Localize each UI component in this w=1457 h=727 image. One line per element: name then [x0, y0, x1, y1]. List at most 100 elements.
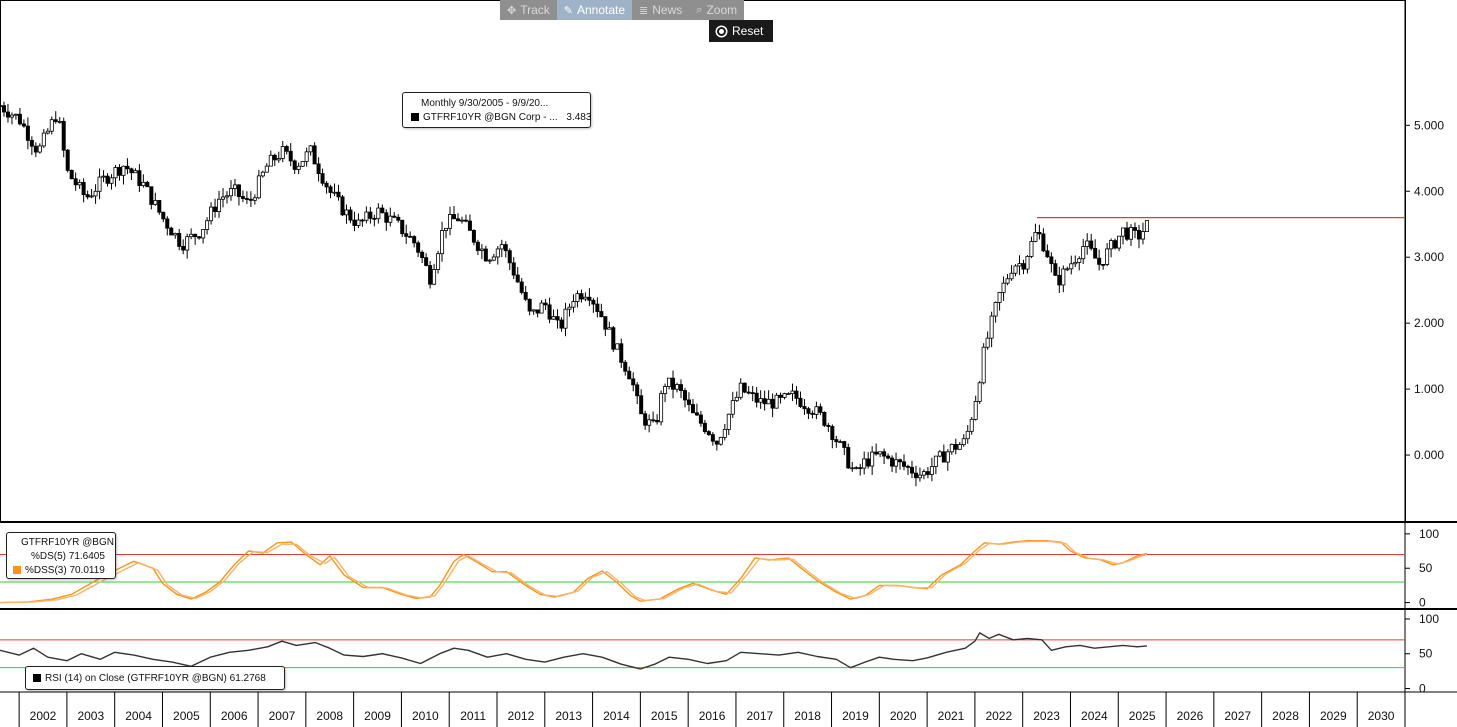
candle — [647, 414, 652, 433]
x-tick-label: 2030 — [1368, 709, 1395, 723]
candle-body — [846, 447, 851, 469]
price-legend-value: 3.483 — [566, 112, 592, 123]
candle-body — [746, 391, 751, 394]
candle-body — [878, 451, 883, 455]
candle — [710, 432, 715, 446]
x-tick-label: 2025 — [1129, 709, 1156, 723]
candle-body — [583, 296, 588, 300]
candle-body — [511, 262, 516, 276]
candle-body — [89, 195, 94, 198]
candle-body — [854, 467, 859, 470]
stoch-legend-dss: %DSS(3) 70.0119 — [25, 565, 105, 576]
candle-body — [1136, 229, 1141, 240]
candle — [702, 419, 707, 434]
y-tick-label: 50 — [1419, 647, 1433, 661]
candle — [17, 108, 22, 126]
candle-body — [400, 219, 405, 235]
candle — [201, 229, 206, 244]
candle-body — [870, 451, 875, 467]
candle — [37, 143, 42, 154]
candle — [587, 288, 592, 307]
candle — [13, 113, 18, 120]
candle-body — [77, 182, 82, 186]
candle-body — [153, 200, 158, 205]
candle — [1053, 259, 1058, 276]
x-tick-label: 2019 — [842, 709, 869, 723]
candle — [591, 298, 596, 313]
price-legend[interactable]: Monthly 9/30/2005 - 9/9/20... GTFRF10YR … — [402, 92, 591, 128]
zoom-button[interactable]: ⌕ Zoom — [689, 0, 744, 20]
candle — [882, 448, 887, 465]
candle-body — [228, 188, 233, 197]
y-tick-label: 5.000 — [1414, 118, 1444, 132]
candle — [981, 343, 986, 385]
candle — [917, 467, 922, 482]
candle — [1113, 238, 1118, 250]
candle-body — [483, 248, 488, 262]
candle-body — [702, 422, 707, 432]
candle — [97, 168, 102, 200]
candle — [29, 136, 34, 156]
candle-body — [205, 220, 210, 230]
y-tick-label: 100 — [1419, 527, 1439, 541]
candle — [774, 392, 779, 409]
reset-label: Reset — [732, 24, 764, 38]
candle — [161, 211, 166, 223]
candle-body — [981, 346, 986, 384]
rsi-legend[interactable]: RSI (14) on Close (GTFRF10YR @BGN) 61.27… — [25, 666, 285, 690]
stochastic-legend[interactable]: GTFRF10YR @BGN %DS(5) 71.6405 %DSS(3) 70… — [6, 532, 116, 579]
candle — [1061, 265, 1066, 293]
candle-body — [364, 211, 369, 221]
reset-button[interactable]: Reset — [709, 20, 773, 42]
candle — [372, 214, 377, 227]
candle — [1077, 256, 1082, 271]
candle — [308, 144, 313, 156]
candle-body — [949, 443, 954, 453]
candle — [336, 184, 341, 201]
x-tick-label: 2013 — [555, 709, 582, 723]
candle — [786, 392, 791, 395]
candle-body — [499, 244, 504, 250]
candle-body — [288, 150, 293, 162]
candle-body — [356, 219, 361, 226]
candle — [870, 446, 875, 475]
news-label: News — [652, 3, 683, 17]
candle — [1136, 224, 1141, 249]
news-button[interactable]: ≣ News — [632, 0, 689, 20]
candle — [157, 199, 162, 215]
candle — [905, 464, 910, 476]
candle — [181, 239, 186, 255]
candle-body — [905, 465, 910, 468]
candle — [451, 206, 456, 220]
series-swatch — [411, 113, 419, 121]
candle-body — [543, 302, 548, 306]
reset-icon — [717, 26, 726, 36]
x-tick-label: 2028 — [1272, 709, 1299, 723]
candle-body — [682, 390, 687, 401]
candle — [380, 204, 385, 214]
candle — [133, 168, 138, 174]
candle-body — [989, 315, 994, 339]
candle-body — [515, 274, 520, 283]
candle — [659, 390, 664, 426]
candle-body — [874, 451, 879, 455]
candle-body — [579, 293, 584, 300]
candle — [344, 204, 349, 224]
candle-body — [161, 211, 166, 220]
candle — [57, 117, 62, 124]
candle — [563, 302, 568, 337]
annotate-button[interactable]: ✎ Annotate — [556, 0, 633, 20]
track-button[interactable]: ✥ Track — [500, 0, 557, 20]
candle — [61, 117, 66, 158]
candle-body — [181, 245, 186, 251]
candle — [547, 297, 552, 324]
candle — [571, 294, 576, 313]
candle — [798, 391, 803, 408]
candle — [1057, 266, 1062, 294]
candle — [698, 410, 703, 427]
candle-body — [380, 207, 385, 214]
chart-toolbar: ✥ Track ✎ Annotate ≣ News ⌕ Zoom — [500, 0, 745, 20]
candle-body — [1144, 220, 1149, 232]
